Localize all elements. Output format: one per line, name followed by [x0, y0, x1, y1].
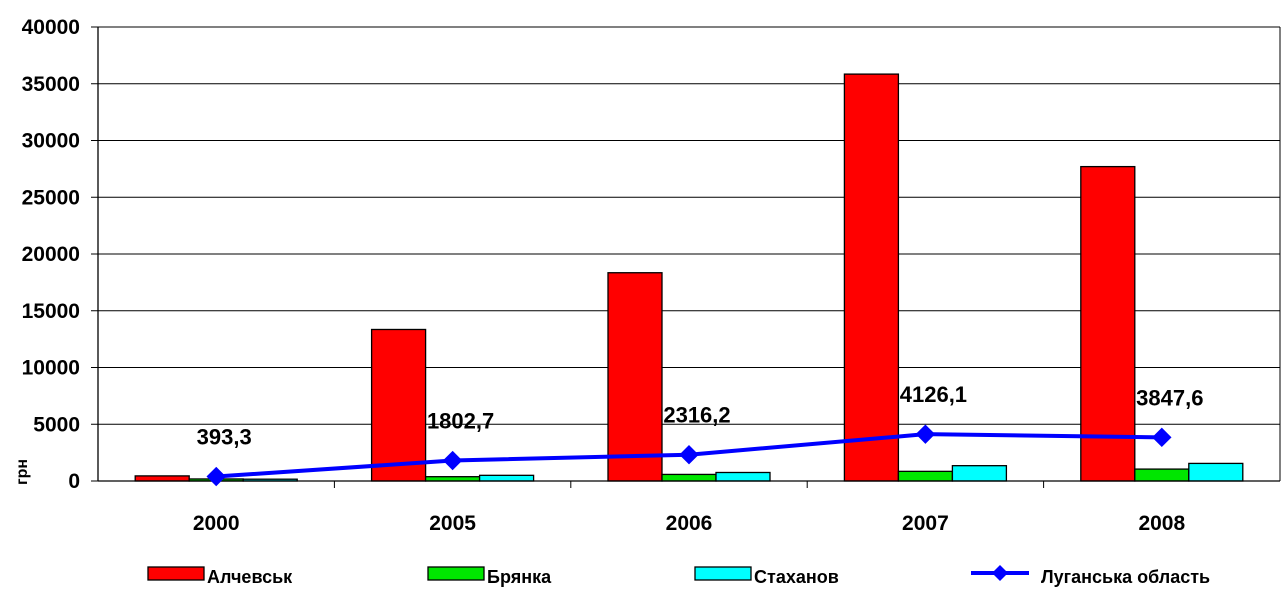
legend-label-Брянка: Брянка — [487, 567, 552, 587]
x-tick-label: 2006 — [666, 512, 713, 535]
legend-swatch-Стаханов — [694, 566, 752, 581]
y-tick-label: 0 — [68, 470, 80, 493]
data-label-2005: 1802,7 — [427, 409, 494, 434]
bar-group — [134, 73, 1244, 482]
bar-Алчевськ-2008 — [1080, 165, 1136, 482]
bar-Стаханов-2005 — [478, 474, 535, 482]
y-tick-label: 15000 — [22, 300, 80, 323]
line-marker-2008 — [1152, 427, 1172, 448]
legend-label-Алчевськ: Алчевськ — [207, 567, 293, 587]
legend-label-Стаханов: Стаханов — [754, 567, 839, 587]
y-tick-label: 5000 — [33, 413, 80, 436]
bar-Алчевськ-2005 — [370, 328, 427, 482]
data-label-2008: 3847,6 — [1136, 385, 1203, 410]
data-label-2000: 393,3 — [197, 425, 252, 450]
legend-marker-Луганська область — [992, 565, 1008, 581]
line-series — [206, 424, 1172, 487]
line-marker-2006 — [679, 445, 699, 465]
y-tick-label: 20000 — [22, 243, 80, 266]
bar-Брянка-2007 — [897, 470, 954, 482]
y-tick-label: 40000 — [22, 16, 80, 39]
legend-swatch-Брянка — [427, 566, 485, 581]
legend: Алчевськ Брянка Стаханов Луганська область — [147, 565, 1210, 587]
bar-Алчевськ-2007 — [843, 73, 900, 482]
legend-swatch-Алчевськ — [147, 566, 205, 581]
y-tick-label: 25000 — [22, 186, 80, 209]
y-tick-label: 30000 — [22, 130, 80, 153]
bar-Брянка-2008 — [1134, 468, 1190, 482]
y-tick-label: 35000 — [22, 73, 80, 96]
bar-Алчевськ-2006 — [607, 272, 663, 482]
x-tick-label: 2007 — [902, 512, 949, 535]
bar-Стаханов-2006 — [715, 471, 771, 482]
bar-Брянка-2006 — [661, 473, 717, 482]
bar-Стаханов-2007 — [951, 465, 1008, 482]
x-tick-label: 2000 — [193, 512, 240, 535]
legend-label-Луганська область: Луганська область — [1041, 567, 1210, 587]
x-tick-label: 2008 — [1138, 512, 1185, 535]
bar-Алчевськ-2000 — [134, 475, 190, 482]
line-marker-2000 — [206, 466, 226, 487]
tick-labels: 0 5000 10000 15000 20000 25000 30000 35000 40000… — [14, 16, 1203, 535]
data-label-2006: 2316,2 — [663, 403, 730, 428]
y-tick-label: 10000 — [22, 357, 80, 380]
axes — [91, 26, 1280, 488]
data-label-2007: 4126,1 — [900, 382, 967, 407]
x-tick-label: 2005 — [429, 512, 476, 535]
line-marker-2007 — [915, 424, 936, 444]
line-marker-2005 — [442, 450, 463, 471]
bar-Стаханов-2008 — [1188, 462, 1244, 482]
y-axis-label: грн — [14, 459, 31, 485]
gridlines — [98, 26, 1281, 481]
